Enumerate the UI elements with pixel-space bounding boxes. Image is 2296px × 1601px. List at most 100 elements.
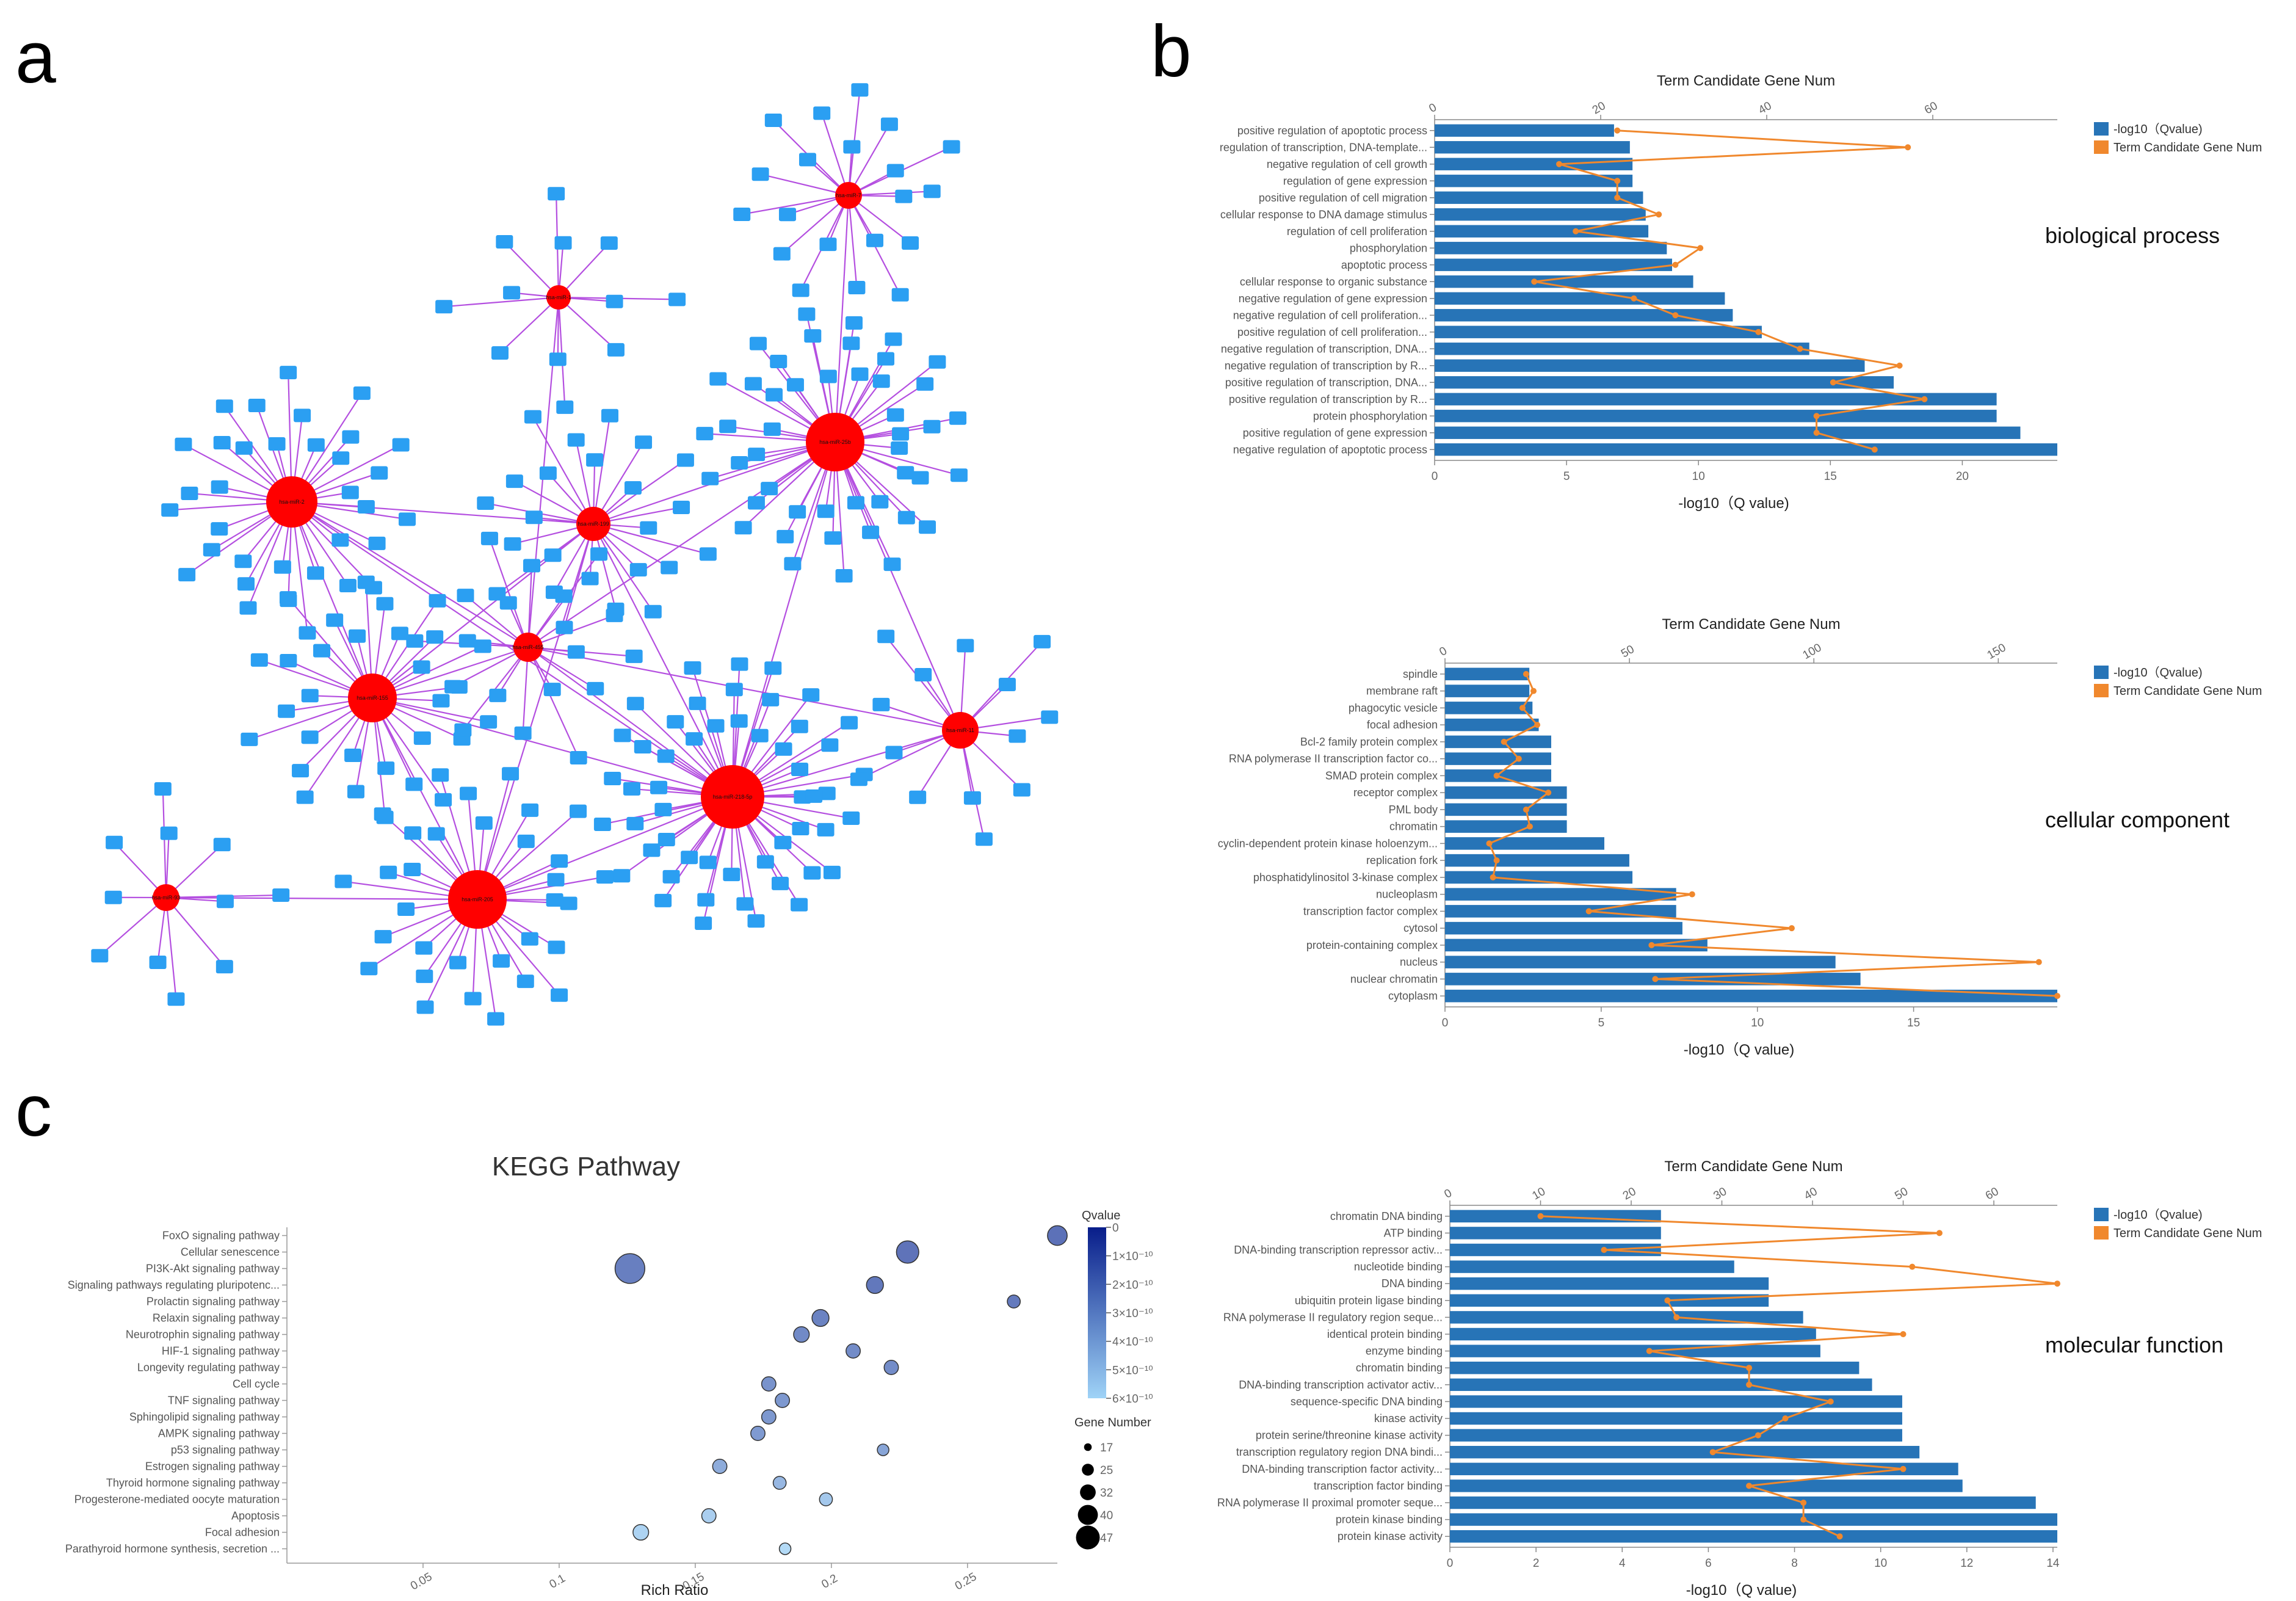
size-legend-circle (1080, 1484, 1096, 1500)
bar (1450, 1479, 1963, 1492)
gene-node (175, 437, 192, 451)
top-tick-label: 60 (1922, 100, 1940, 117)
gene-node (891, 288, 909, 302)
gene-node (377, 761, 395, 775)
category-label: kinase activity (1374, 1412, 1443, 1425)
gene-node (871, 495, 889, 509)
gene-node (805, 789, 823, 803)
gene-node (877, 630, 895, 644)
category-label: ATP binding (1384, 1227, 1443, 1239)
bar (1445, 684, 1530, 697)
bar (1435, 191, 1643, 204)
gene-node (444, 680, 462, 694)
x-axis-title: -log10（Q value) (1678, 495, 1789, 512)
category-label: nuclear chromatin (1350, 973, 1438, 985)
gene-node (963, 791, 981, 805)
gene-num-point (1585, 908, 1592, 915)
bar (1445, 956, 1836, 968)
category-label: RNA polymerase II transcription factor c… (1229, 753, 1438, 765)
gene-node (949, 411, 967, 425)
gene-node (919, 520, 936, 534)
gene-node (709, 372, 727, 386)
hub-link-edge (291, 501, 733, 797)
gene-node (567, 645, 585, 659)
gene-node (699, 855, 717, 869)
mirna-hub-label: hsa-miR-93 (152, 895, 181, 901)
bottom-tick-label: 15 (1824, 470, 1837, 483)
gene-num-point (1896, 362, 1903, 369)
gene-node (556, 400, 574, 414)
pathway-label: Estrogen signaling pathway (145, 1461, 280, 1473)
section-label: biological process (2045, 223, 2220, 248)
bottom-tick-label: 10 (1751, 1017, 1764, 1029)
hub-link-edge (477, 796, 733, 901)
gene-num-point (1556, 161, 1562, 167)
gene-node (749, 336, 767, 350)
colorbar-tick-label: 4×10⁻¹⁰ (1112, 1336, 1153, 1349)
go-cellular-component-chart: Term Candidate Gene Num 0 50 100 150 0 5 10 15 -l… (1218, 616, 2262, 1058)
category-label: positive regulation of apoptotic process (1237, 125, 1427, 137)
gene-node (234, 554, 252, 568)
category-label: sequence-specific DNA binding (1291, 1395, 1443, 1407)
bar (1445, 820, 1567, 833)
gene-node (774, 835, 792, 849)
gene-node (667, 715, 684, 729)
bar (1445, 989, 2057, 1003)
category-label: positive regulation of transcription, DN… (1225, 376, 1427, 388)
gene-num-point (1936, 1230, 1943, 1236)
top-tick-label: 0 (1427, 101, 1439, 115)
top-tick-label: 100 (1800, 641, 1823, 662)
bar (1435, 175, 1633, 187)
pathway-bubble (614, 1253, 645, 1284)
size-legend-label: 17 (1100, 1442, 1113, 1454)
legend-label-qvalue: -log10（Qvalue) (2113, 666, 2203, 680)
pathway-label: Apoptosis (231, 1510, 280, 1522)
gene-node (877, 352, 895, 366)
gene-node (154, 782, 172, 796)
mirna-hub-label: hsa-miR-205 (462, 896, 493, 902)
bar (1445, 752, 1551, 765)
bottom-tick-label: 6 (1705, 1557, 1712, 1570)
gene-node (344, 748, 362, 762)
gene-node (413, 660, 430, 674)
gene-node (416, 969, 433, 983)
gene-node (514, 726, 532, 740)
gene-node (525, 510, 543, 525)
network-edge (162, 788, 167, 898)
top-tick-label: 40 (1756, 100, 1774, 117)
pathway-bubble (1047, 1225, 1068, 1246)
gene-num-point (2054, 1280, 2060, 1287)
gene-node (593, 817, 611, 831)
gene-node (357, 500, 375, 514)
category-label: transcription regulatory region DNA bind… (1236, 1446, 1443, 1458)
gene-num-point (1526, 823, 1533, 830)
bottom-tick-label: 8 (1791, 1557, 1798, 1570)
gene-node (626, 816, 644, 830)
pathway-bubble (750, 1426, 766, 1441)
category-label: negative regulation of cell growth (1267, 158, 1427, 170)
gene-node (474, 639, 491, 653)
bar (1435, 242, 1667, 255)
gene-node (239, 601, 257, 615)
category-label: PML body (1389, 804, 1438, 816)
gene-node (524, 410, 541, 424)
mirna-hub-label: hsa-miR-1 (546, 294, 571, 300)
network-edge (165, 897, 225, 967)
gene-node (160, 826, 178, 840)
bar (1435, 292, 1725, 305)
gene-node (885, 332, 902, 346)
bar (1450, 1530, 2057, 1543)
gene-node (762, 692, 780, 706)
mirna-hub-label: hsa-miR-25b (819, 439, 851, 445)
category-label: protein kinase activity (1338, 1530, 1443, 1542)
gene-node (998, 678, 1016, 692)
hub-link-edge (291, 501, 594, 525)
bar (1445, 871, 1633, 884)
bar (1450, 1227, 1661, 1240)
category-label: chromatin (1389, 821, 1438, 833)
category-label: DNA-binding transcription factor activit… (1242, 1463, 1443, 1475)
gene-node (489, 688, 507, 702)
gene-num-point (2035, 959, 2042, 965)
panel-label-a: a (15, 16, 56, 98)
bar (1445, 938, 1708, 952)
